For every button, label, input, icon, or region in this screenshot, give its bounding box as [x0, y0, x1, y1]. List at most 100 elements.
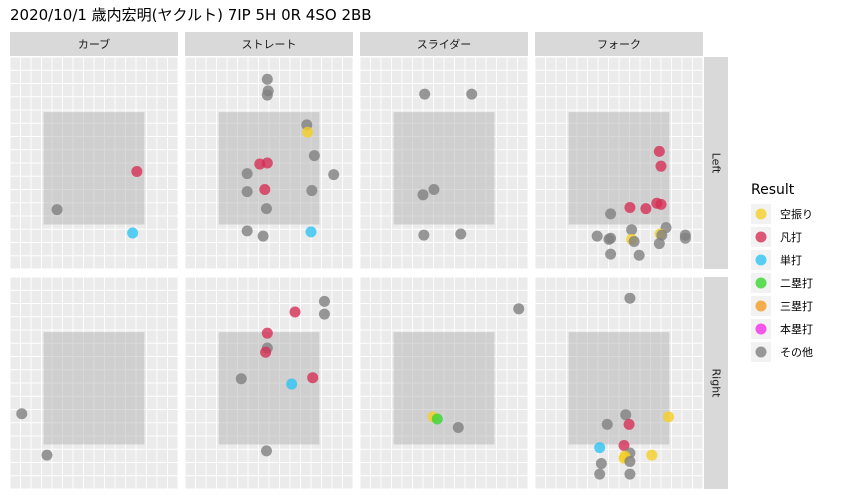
- legend-label: 二塁打: [780, 276, 813, 290]
- strike-zone: [568, 332, 670, 445]
- pitch-point: [640, 203, 652, 215]
- pitch-point: [513, 303, 525, 315]
- pitch-point: [127, 227, 139, 239]
- pitch-point: [618, 440, 630, 452]
- pitch-point: [624, 292, 636, 304]
- legend-marker: [755, 254, 767, 266]
- facet-strip-label: フォーク: [597, 38, 641, 51]
- legend-marker: [755, 208, 767, 220]
- facet-strip-column: [360, 32, 528, 56]
- facet-strip-column: [185, 32, 353, 56]
- pitch-point: [286, 378, 298, 390]
- pitch-point: [663, 411, 675, 423]
- pitch-point: [261, 327, 273, 339]
- facet-strip-column: [10, 32, 178, 56]
- pitch-point: [328, 169, 340, 181]
- facet-panel: [9, 56, 179, 270]
- facet-strip-label: カーブ: [78, 37, 110, 51]
- pitch-point: [623, 418, 635, 430]
- pitch-point: [653, 145, 665, 157]
- pitch-point: [679, 232, 691, 244]
- pitch-point: [601, 418, 613, 430]
- pitch-point: [307, 372, 319, 384]
- pitch-point: [257, 230, 269, 242]
- facet-strip-label: スライダー: [417, 37, 472, 51]
- pitch-point: [452, 422, 464, 434]
- pitch-point: [605, 208, 617, 220]
- pitch-point: [131, 165, 143, 177]
- pitch-point: [241, 225, 253, 237]
- pitch-point: [646, 449, 658, 461]
- pitch-point: [241, 168, 253, 180]
- facet-strip-row: [704, 57, 728, 269]
- pitch-point: [318, 308, 330, 320]
- pitch-point: [628, 235, 640, 247]
- strike-zone: [393, 112, 495, 225]
- pitch-point: [624, 202, 636, 214]
- facet-panel: [9, 276, 179, 490]
- pitch-point: [289, 306, 301, 318]
- pitch-point: [626, 224, 638, 236]
- facet-strip-label: Left: [710, 153, 723, 174]
- legend-marker: [755, 231, 767, 243]
- pitch-point: [428, 184, 440, 195]
- pitch-point: [260, 346, 272, 358]
- legend-title: Result: [751, 182, 795, 198]
- chart-title: 2020/10/1 歳内宏明(ヤクルト) 7IP 5H 0R 4SO 2BB: [10, 6, 372, 24]
- pitch-point: [51, 204, 63, 216]
- pitch-point: [656, 229, 668, 241]
- pitch-point: [318, 295, 330, 307]
- pitch-point: [633, 249, 645, 261]
- facet-panel: [534, 56, 704, 270]
- pitch-point: [605, 248, 617, 260]
- pitch-point: [261, 73, 273, 85]
- pitch-point: [308, 150, 320, 162]
- facet-panel: [359, 276, 529, 490]
- pitch-point: [261, 89, 273, 101]
- pitch-point: [431, 413, 443, 425]
- pitch-point: [235, 373, 247, 385]
- pitch-point: [655, 160, 667, 172]
- facet-strip-label: Right: [710, 369, 723, 399]
- legend-marker: [755, 323, 767, 335]
- legend-marker: [755, 300, 767, 312]
- pitch-point: [419, 88, 431, 100]
- pitch-point: [655, 198, 667, 210]
- pitch-point: [16, 408, 28, 420]
- pitch-point: [302, 126, 314, 138]
- pitch-point: [591, 230, 603, 242]
- facet-panel: [184, 276, 354, 490]
- legend-label: 空振り: [780, 207, 813, 221]
- pitch-point: [260, 203, 272, 215]
- legend-label: 三塁打: [780, 299, 813, 313]
- pitch-point: [594, 442, 606, 454]
- facet-strip-column: [535, 32, 703, 56]
- facet-grid: カーブ ストレート スライダー フォーク Left Right: [9, 32, 728, 490]
- pitch-point: [418, 229, 430, 241]
- pitch-point: [306, 185, 318, 197]
- facet-strip-row: [704, 277, 728, 489]
- pitch-point: [653, 238, 665, 250]
- pitch-point: [260, 445, 272, 457]
- legend-marker: [755, 277, 767, 289]
- pitch-point: [455, 228, 467, 240]
- legend-label: 本塁打: [780, 322, 813, 336]
- pitch-point: [603, 233, 615, 245]
- pitch-point: [41, 449, 53, 461]
- pitch-point: [259, 184, 271, 195]
- pitch-point: [305, 226, 317, 238]
- pitch-point: [594, 468, 606, 480]
- pitch-point: [620, 409, 632, 421]
- legend-label: 単打: [780, 253, 802, 267]
- pitch-point: [624, 455, 636, 467]
- legend-label: 凡打: [780, 230, 802, 244]
- pitch-point: [261, 157, 273, 169]
- strike-zone: [43, 332, 145, 445]
- pitch-point: [595, 458, 607, 470]
- pitch-point: [417, 189, 429, 201]
- legend-marker: [755, 346, 767, 358]
- legend-label: その他: [780, 346, 813, 359]
- facet-strip-label: ストレート: [242, 38, 297, 51]
